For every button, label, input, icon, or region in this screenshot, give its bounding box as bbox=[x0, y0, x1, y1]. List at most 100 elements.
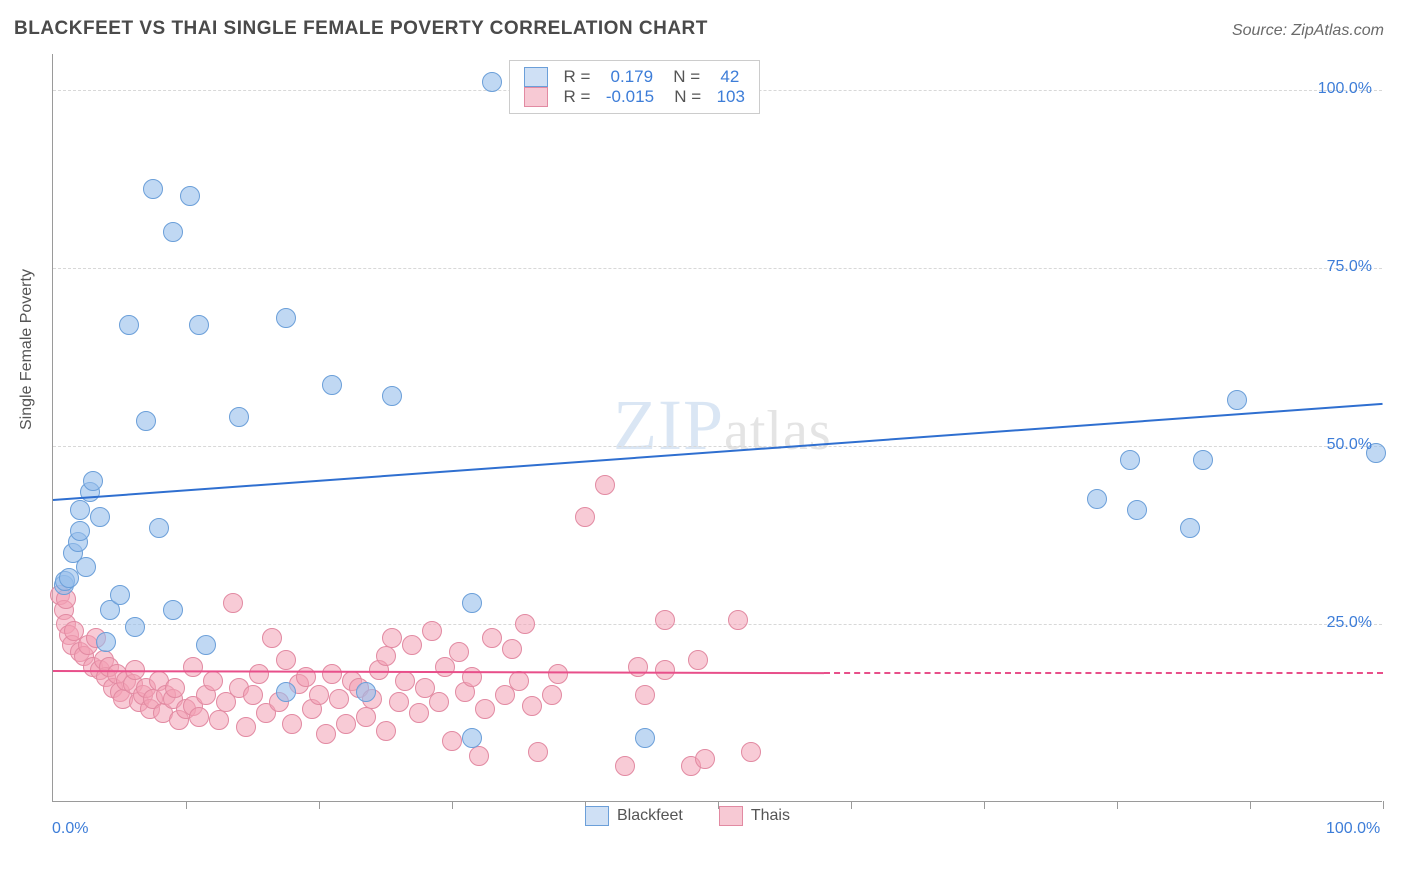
data-point bbox=[522, 696, 542, 716]
data-point bbox=[276, 650, 296, 670]
data-point bbox=[688, 650, 708, 670]
data-point bbox=[462, 728, 482, 748]
data-point bbox=[196, 635, 216, 655]
chart-title: BLACKFEET VS THAI SINGLE FEMALE POVERTY … bbox=[14, 18, 708, 40]
data-point bbox=[356, 682, 376, 702]
y-tick-label: 75.0% bbox=[1312, 258, 1372, 276]
legend-swatch bbox=[719, 806, 743, 826]
data-point bbox=[243, 685, 263, 705]
data-point bbox=[1227, 390, 1247, 410]
data-point bbox=[509, 671, 529, 691]
x-tick bbox=[851, 801, 852, 809]
source-attribution: Source: ZipAtlas.com bbox=[1232, 22, 1384, 40]
data-point bbox=[203, 671, 223, 691]
data-point bbox=[442, 731, 462, 751]
x-tick-label: 0.0% bbox=[52, 820, 88, 838]
data-point bbox=[595, 475, 615, 495]
data-point bbox=[548, 664, 568, 684]
data-point bbox=[449, 642, 469, 662]
data-point bbox=[322, 375, 342, 395]
watermark: ZIPatlas bbox=[613, 384, 832, 467]
data-point bbox=[382, 628, 402, 648]
data-point bbox=[236, 717, 256, 737]
data-point bbox=[276, 308, 296, 328]
data-point bbox=[528, 742, 548, 762]
data-point bbox=[209, 710, 229, 730]
data-point bbox=[728, 610, 748, 630]
data-point bbox=[59, 568, 79, 588]
x-tick bbox=[1250, 801, 1251, 809]
data-point bbox=[376, 646, 396, 666]
data-point bbox=[282, 714, 302, 734]
trend-line bbox=[53, 403, 1383, 501]
data-point bbox=[502, 639, 522, 659]
data-point bbox=[163, 600, 183, 620]
data-point bbox=[402, 635, 422, 655]
data-point bbox=[125, 617, 145, 637]
data-point bbox=[389, 692, 409, 712]
data-point bbox=[322, 664, 342, 684]
gridline bbox=[53, 446, 1382, 447]
scatter-plot-area: ZIPatlas R = 0.179 N = 42 R = -0.015 N =… bbox=[52, 54, 1382, 802]
data-point bbox=[336, 714, 356, 734]
data-point bbox=[469, 746, 489, 766]
data-point bbox=[382, 386, 402, 406]
data-point bbox=[136, 411, 156, 431]
data-point bbox=[655, 610, 675, 630]
data-point bbox=[515, 614, 535, 634]
data-point bbox=[376, 721, 396, 741]
series-legend: Blackfeet Thais bbox=[585, 806, 818, 826]
data-point bbox=[189, 315, 209, 335]
trend-line-dashed bbox=[824, 672, 1383, 674]
data-point bbox=[1087, 489, 1107, 509]
data-point bbox=[422, 621, 442, 641]
data-point bbox=[90, 507, 110, 527]
x-tick bbox=[1383, 801, 1384, 809]
data-point bbox=[615, 756, 635, 776]
legend-swatch bbox=[585, 806, 609, 826]
y-tick-label: 25.0% bbox=[1312, 614, 1372, 632]
r-value: -0.015 bbox=[606, 87, 654, 107]
y-axis-label: Single Female Poverty bbox=[18, 269, 36, 430]
legend-label: Thais bbox=[751, 807, 790, 825]
data-point bbox=[262, 628, 282, 648]
data-point bbox=[482, 72, 502, 92]
data-point bbox=[276, 682, 296, 702]
data-point bbox=[110, 585, 130, 605]
y-tick-label: 100.0% bbox=[1312, 80, 1372, 98]
legend-swatch bbox=[524, 87, 548, 107]
n-label: N = bbox=[660, 87, 711, 107]
source-name: ZipAtlas.com bbox=[1292, 22, 1384, 39]
data-point bbox=[76, 557, 96, 577]
legend-label: Blackfeet bbox=[617, 807, 683, 825]
n-value: 103 bbox=[717, 87, 745, 107]
data-point bbox=[695, 749, 715, 769]
x-tick bbox=[452, 801, 453, 809]
r-label: R = bbox=[554, 67, 600, 87]
data-point bbox=[143, 179, 163, 199]
data-point bbox=[635, 685, 655, 705]
data-point bbox=[429, 692, 449, 712]
legend-swatch bbox=[524, 67, 548, 87]
legend-row: R = -0.015 N = 103 bbox=[524, 87, 745, 107]
x-tick-label: 100.0% bbox=[1326, 820, 1380, 838]
data-point bbox=[119, 315, 139, 335]
gridline bbox=[53, 624, 1382, 625]
x-tick bbox=[1117, 801, 1118, 809]
data-point bbox=[249, 664, 269, 684]
data-point bbox=[180, 186, 200, 206]
data-point bbox=[83, 471, 103, 491]
data-point bbox=[356, 707, 376, 727]
data-point bbox=[655, 660, 675, 680]
watermark-atlas: atlas bbox=[724, 400, 832, 462]
correlation-legend: R = 0.179 N = 42 R = -0.015 N = 103 bbox=[509, 60, 760, 114]
r-label: R = bbox=[554, 87, 600, 107]
data-point bbox=[395, 671, 415, 691]
data-point bbox=[1193, 450, 1213, 470]
data-point bbox=[189, 707, 209, 727]
data-point bbox=[329, 689, 349, 709]
data-point bbox=[575, 507, 595, 527]
data-point bbox=[70, 521, 90, 541]
data-point bbox=[482, 628, 502, 648]
data-point bbox=[96, 632, 116, 652]
